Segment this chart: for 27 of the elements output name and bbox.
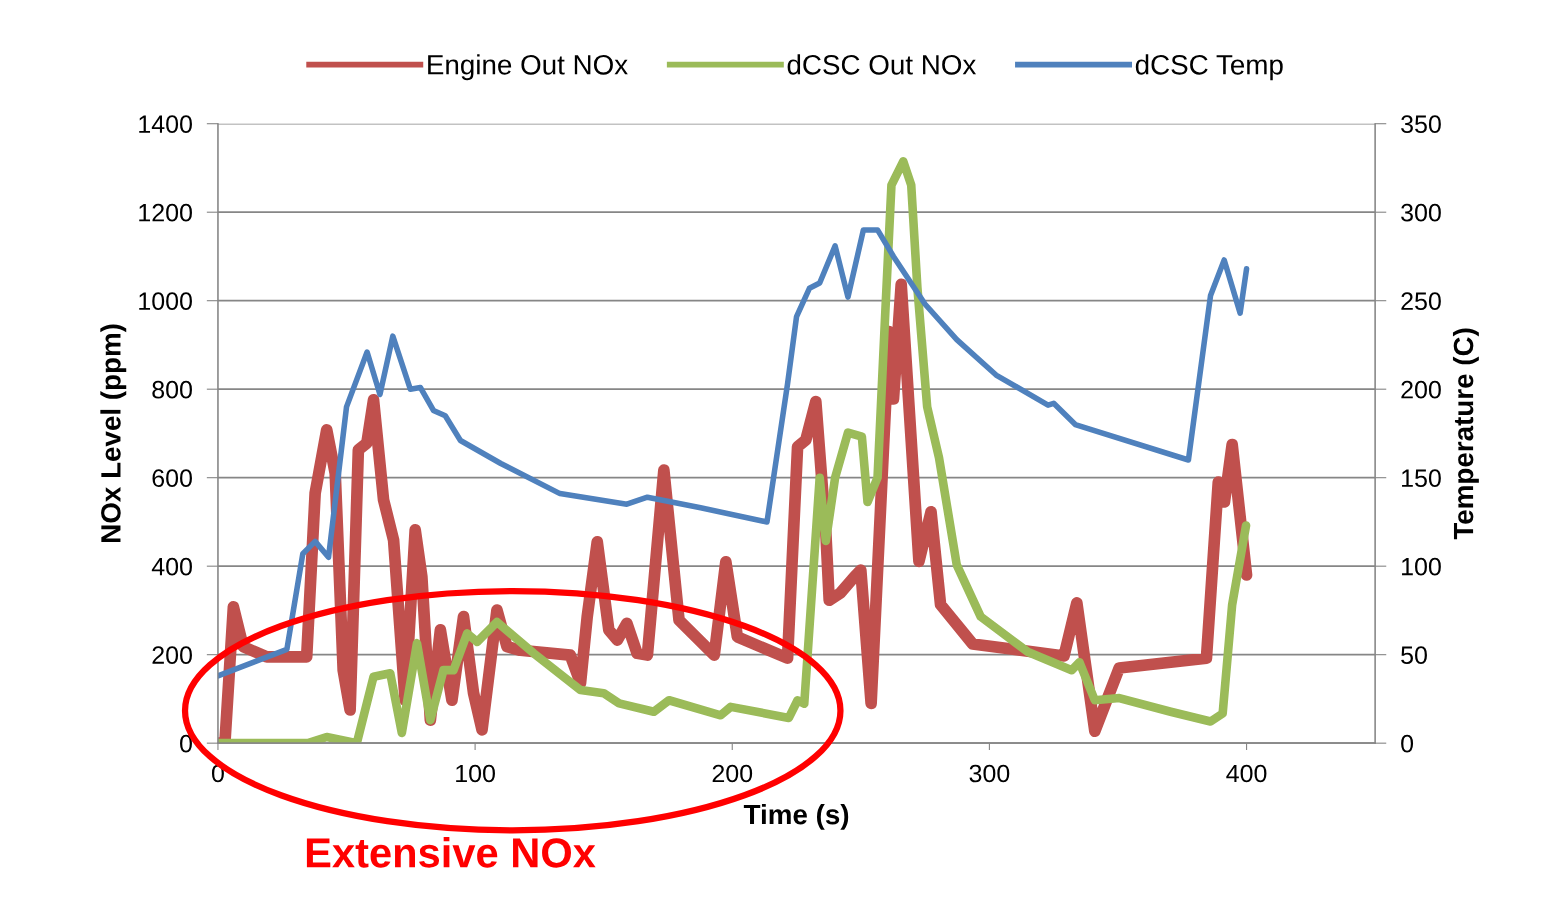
y-tick-label: 400: [151, 557, 192, 576]
y-tick-label: 0: [180, 734, 192, 753]
y-tick-label: 1200: [139, 203, 192, 222]
y2-tick-label: 50: [1401, 646, 1427, 664]
legend-label: dCSC Out NOx: [787, 54, 977, 75]
x-axis-title: Time (s): [743, 803, 849, 830]
y-tick-label: 1400: [139, 115, 192, 134]
y2-tick-label: 350: [1401, 115, 1441, 134]
x-tick-label: 300: [969, 764, 1010, 783]
y2-tick-label: 300: [1401, 203, 1441, 222]
x-tick-label: 400: [1226, 764, 1267, 783]
text: Extensive NOx: [306, 837, 596, 868]
y2-tick-label: 100: [1402, 557, 1441, 576]
y2-tick-label: 150: [1402, 469, 1441, 487]
y2-axis-title: Temperature (C): [1452, 328, 1479, 540]
y2-tick-label: 0: [1401, 734, 1414, 753]
y2-tick-label: 250: [1401, 292, 1441, 310]
legend-label: Engine Out NOx: [428, 54, 628, 81]
y-axis-title: NOx Level (ppm): [100, 324, 127, 542]
legend-label: dCSC Temp: [1135, 54, 1283, 81]
y2-tick-label: 200: [1401, 380, 1441, 399]
y-tick-label: 600: [152, 469, 192, 487]
x-tick-label: 200: [712, 764, 753, 783]
y-tick-label: 800: [152, 380, 192, 399]
y-tick-label: 200: [152, 646, 192, 664]
y-tick-label: 1000: [139, 292, 192, 310]
x-tick-label: 100: [456, 764, 495, 783]
